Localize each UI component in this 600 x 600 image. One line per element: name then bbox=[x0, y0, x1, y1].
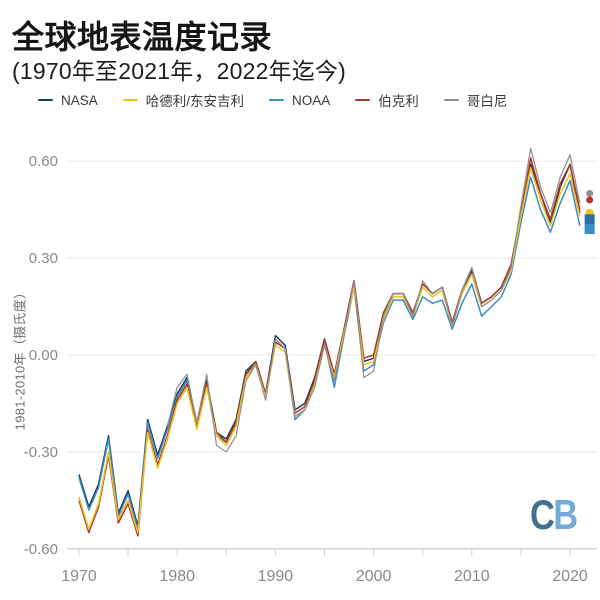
y-tick-label-0.00: 0.00 bbox=[29, 347, 58, 364]
series-line-nasa bbox=[78, 163, 581, 527]
series-line-noaa bbox=[78, 176, 581, 531]
marker-2022-noaa bbox=[584, 224, 595, 235]
y-tick-label--0.60: -0.60 bbox=[24, 541, 58, 558]
x-tick-label-2000: 2000 bbox=[356, 568, 392, 585]
legend-swatch-hadley-uea bbox=[122, 98, 138, 102]
carbon-brief-logo: CB bbox=[530, 491, 578, 538]
series-line-berkeley bbox=[78, 157, 581, 537]
x-tick-label-2010: 2010 bbox=[454, 568, 490, 585]
marker-2022-berkeley bbox=[586, 196, 594, 204]
y-tick-label-0.30: 0.30 bbox=[29, 250, 58, 267]
x-tick-label-2020: 2020 bbox=[552, 568, 588, 585]
legend-item-noaa: NOAA bbox=[269, 93, 330, 108]
legend-swatch-nasa bbox=[38, 98, 53, 102]
logo-letter-c: C bbox=[530, 491, 555, 538]
legend-item-nasa: NASA bbox=[38, 93, 98, 108]
chart-legend: NASA 哈德利/东安吉利 NOAA 伯克利 哥白尼 bbox=[38, 90, 590, 110]
legend-label-copernicus: 哥白尼 bbox=[466, 94, 508, 109]
x-tick-label-1990: 1990 bbox=[258, 568, 294, 585]
legend-label-nasa: NASA bbox=[61, 92, 98, 108]
legend-label-noaa: NOAA bbox=[292, 92, 331, 108]
page-subtitle: (1970年至2021年，2022年迄今) bbox=[12, 58, 347, 84]
legend-swatch-copernicus bbox=[443, 98, 459, 102]
legend-item-berkeley: 伯克利 bbox=[355, 90, 419, 110]
legend-swatch-noaa bbox=[269, 98, 285, 102]
y-tick-label--0.30: -0.30 bbox=[24, 444, 58, 461]
legend-label-berkeley: 伯克利 bbox=[378, 94, 419, 109]
y-tick-label-0.60: 0.60 bbox=[29, 153, 58, 170]
marker-2022-nasa bbox=[584, 214, 595, 225]
marker-2022-copernicus bbox=[586, 190, 594, 197]
x-tick-label-1970: 1970 bbox=[61, 568, 97, 585]
legend-item-hadley-uea: 哈德利/东安吉利 bbox=[122, 90, 245, 110]
series-line-hadley-uea bbox=[78, 166, 581, 534]
logo-letter-b: B bbox=[553, 491, 578, 538]
legend-item-copernicus: 哥白尼 bbox=[443, 90, 508, 110]
legend-label-hadley-uea: 哈德利/东安吉利 bbox=[145, 94, 245, 109]
series-line-copernicus bbox=[166, 147, 581, 453]
x-tick-label-1980: 1980 bbox=[159, 568, 195, 585]
page-title: 全球地表温度记录 bbox=[12, 19, 273, 55]
legend-swatch-berkeley bbox=[355, 98, 371, 102]
y-axis-title: 1981-2010年（摄氏度） bbox=[12, 285, 28, 431]
